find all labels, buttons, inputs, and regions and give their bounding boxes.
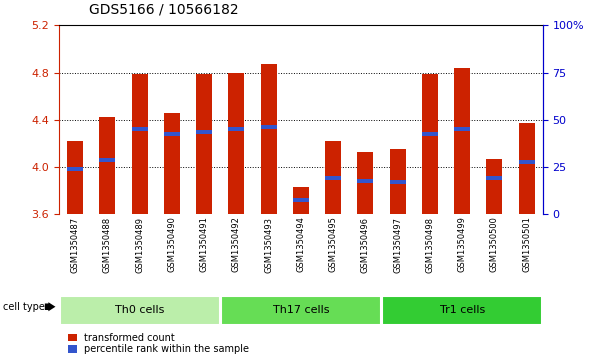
Bar: [67, 141, 83, 214]
Text: GSM1350497: GSM1350497: [393, 217, 402, 273]
Legend: transformed count, percentile rank within the sample: transformed count, percentile rank withi…: [64, 329, 253, 358]
Text: GDS5166 / 10566182: GDS5166 / 10566182: [88, 2, 238, 16]
Text: GSM1350500: GSM1350500: [490, 217, 499, 273]
Bar: [293, 187, 309, 214]
Text: GSM1350487: GSM1350487: [71, 217, 80, 273]
Bar: [228, 73, 244, 214]
Bar: [422, 132, 438, 136]
Bar: [228, 127, 244, 131]
Text: GSM1350501: GSM1350501: [522, 217, 531, 273]
Bar: [389, 180, 406, 184]
Bar: [132, 74, 148, 214]
Bar: [196, 74, 212, 214]
Bar: [164, 132, 180, 136]
Bar: [196, 130, 212, 134]
Text: GSM1350491: GSM1350491: [199, 217, 209, 273]
Bar: [486, 159, 503, 214]
Text: GSM1350490: GSM1350490: [168, 217, 176, 273]
Text: Th17 cells: Th17 cells: [273, 305, 329, 315]
Bar: [261, 125, 277, 129]
Bar: [325, 141, 341, 214]
Bar: [67, 167, 83, 171]
Bar: [389, 149, 406, 214]
Text: GSM1350496: GSM1350496: [361, 217, 370, 273]
Bar: [132, 127, 148, 131]
Bar: [422, 74, 438, 214]
Bar: [454, 127, 470, 131]
Bar: [164, 113, 180, 214]
Text: GSM1350488: GSM1350488: [103, 217, 112, 273]
Bar: [99, 118, 116, 214]
Bar: [454, 68, 470, 214]
FancyArrow shape: [45, 302, 55, 311]
Bar: [358, 152, 373, 214]
Bar: [382, 296, 542, 325]
Bar: [221, 296, 381, 325]
Text: GSM1350492: GSM1350492: [232, 217, 241, 273]
Text: GSM1350493: GSM1350493: [264, 217, 273, 273]
Text: Th0 cells: Th0 cells: [115, 305, 165, 315]
Text: GSM1350498: GSM1350498: [425, 217, 434, 273]
Bar: [358, 179, 373, 183]
Bar: [261, 64, 277, 214]
Text: GSM1350495: GSM1350495: [329, 217, 337, 273]
Bar: [325, 176, 341, 180]
Text: Tr1 cells: Tr1 cells: [440, 305, 485, 315]
Text: GSM1350494: GSM1350494: [296, 217, 306, 273]
Bar: [60, 296, 219, 325]
Bar: [293, 198, 309, 202]
Bar: [486, 176, 503, 180]
Bar: [519, 160, 535, 164]
Bar: [99, 158, 116, 162]
Text: cell type: cell type: [3, 302, 45, 312]
Bar: [519, 123, 535, 214]
Text: GSM1350489: GSM1350489: [135, 217, 144, 273]
Text: GSM1350499: GSM1350499: [458, 217, 467, 273]
